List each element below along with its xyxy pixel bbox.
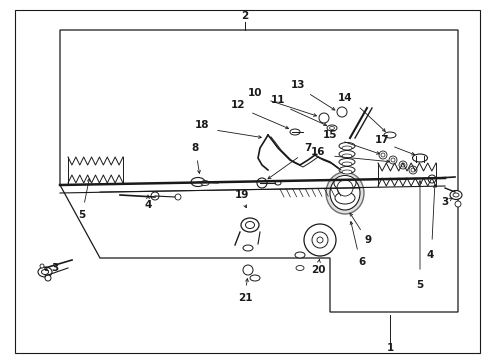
Ellipse shape <box>342 154 352 158</box>
Ellipse shape <box>38 267 52 277</box>
Ellipse shape <box>245 221 254 229</box>
Circle shape <box>411 168 415 172</box>
Ellipse shape <box>250 275 260 281</box>
Ellipse shape <box>241 218 259 232</box>
Ellipse shape <box>329 126 335 130</box>
Text: 6: 6 <box>358 257 366 267</box>
Text: 2: 2 <box>242 11 248 21</box>
Circle shape <box>243 265 253 275</box>
Text: 9: 9 <box>365 235 371 245</box>
Ellipse shape <box>339 166 355 174</box>
Circle shape <box>401 163 405 167</box>
Circle shape <box>40 264 44 268</box>
Circle shape <box>312 232 328 248</box>
Ellipse shape <box>327 125 337 131</box>
Text: 13: 13 <box>291 80 305 90</box>
Ellipse shape <box>334 176 356 190</box>
Text: 12: 12 <box>231 100 245 110</box>
Text: 21: 21 <box>238 293 252 303</box>
Text: 19: 19 <box>235 190 249 200</box>
Ellipse shape <box>243 245 253 251</box>
Ellipse shape <box>326 172 364 214</box>
Circle shape <box>381 153 385 157</box>
Text: 1: 1 <box>387 343 393 353</box>
Circle shape <box>455 201 461 207</box>
Text: 15: 15 <box>323 130 337 140</box>
Circle shape <box>428 175 436 183</box>
Circle shape <box>45 275 51 281</box>
Circle shape <box>319 113 329 123</box>
Circle shape <box>389 156 397 164</box>
Circle shape <box>399 161 407 169</box>
Ellipse shape <box>191 177 205 186</box>
Ellipse shape <box>339 143 355 149</box>
Text: 20: 20 <box>311 265 325 275</box>
Ellipse shape <box>290 129 300 135</box>
Ellipse shape <box>342 162 352 166</box>
Ellipse shape <box>295 252 305 258</box>
Circle shape <box>337 180 353 196</box>
Ellipse shape <box>335 192 355 204</box>
Ellipse shape <box>384 132 396 138</box>
Text: 5: 5 <box>416 280 424 290</box>
Text: 3: 3 <box>51 263 59 273</box>
Circle shape <box>257 178 267 188</box>
Ellipse shape <box>339 158 355 166</box>
Circle shape <box>175 194 181 200</box>
Circle shape <box>409 166 417 174</box>
Ellipse shape <box>453 193 459 197</box>
Ellipse shape <box>330 176 360 210</box>
Ellipse shape <box>342 146 352 150</box>
Ellipse shape <box>342 170 352 174</box>
Text: 10: 10 <box>248 88 262 98</box>
Text: 18: 18 <box>195 120 209 130</box>
Circle shape <box>391 158 395 162</box>
Ellipse shape <box>339 150 355 158</box>
Circle shape <box>379 151 387 159</box>
Text: 5: 5 <box>78 210 86 220</box>
Text: 7: 7 <box>304 143 312 153</box>
Circle shape <box>304 224 336 256</box>
Circle shape <box>317 237 323 243</box>
Text: 16: 16 <box>311 147 325 157</box>
Text: 17: 17 <box>375 135 390 145</box>
Text: 4: 4 <box>426 250 434 260</box>
Circle shape <box>337 107 347 117</box>
Ellipse shape <box>42 270 49 274</box>
Text: 11: 11 <box>271 95 285 105</box>
Ellipse shape <box>275 181 281 185</box>
Text: 3: 3 <box>441 197 449 207</box>
Ellipse shape <box>413 154 427 162</box>
Circle shape <box>151 192 159 200</box>
Ellipse shape <box>201 180 209 185</box>
Text: 4: 4 <box>145 200 152 210</box>
Text: 14: 14 <box>338 93 352 103</box>
Ellipse shape <box>296 266 304 270</box>
Text: 8: 8 <box>192 143 198 153</box>
Ellipse shape <box>450 190 462 199</box>
